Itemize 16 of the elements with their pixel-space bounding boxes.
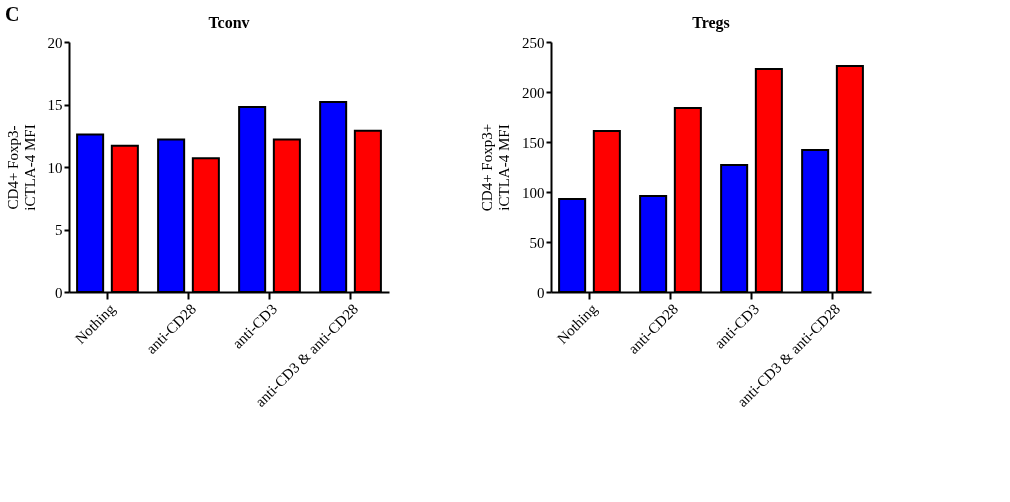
chart-title: Tconv [208, 14, 250, 31]
y-axis-title: CD4+ Foxp3- iCTLA-4 MFI [4, 124, 38, 211]
y-tick-label: 150 [522, 134, 545, 151]
text: C [5, 3, 20, 25]
y-tick-label: 0 [537, 284, 545, 301]
y-tick-label: 15 [47, 97, 63, 113]
y-tick-label: 5 [55, 222, 63, 238]
y-tick-label: 10 [47, 159, 63, 176]
y-tick-label: 20 [47, 34, 63, 51]
y-tick-label: 100 [522, 184, 545, 201]
y-tick-label: 200 [522, 84, 545, 101]
y-tick-label: 50 [529, 234, 545, 251]
y-tick-label: 0 [55, 284, 63, 301]
y-axis-title: CD4+ Foxp3+ iCTLA-4 MFI [479, 123, 512, 212]
chart-title: Tregs [692, 14, 730, 32]
y-tick-label: 250 [522, 34, 545, 51]
